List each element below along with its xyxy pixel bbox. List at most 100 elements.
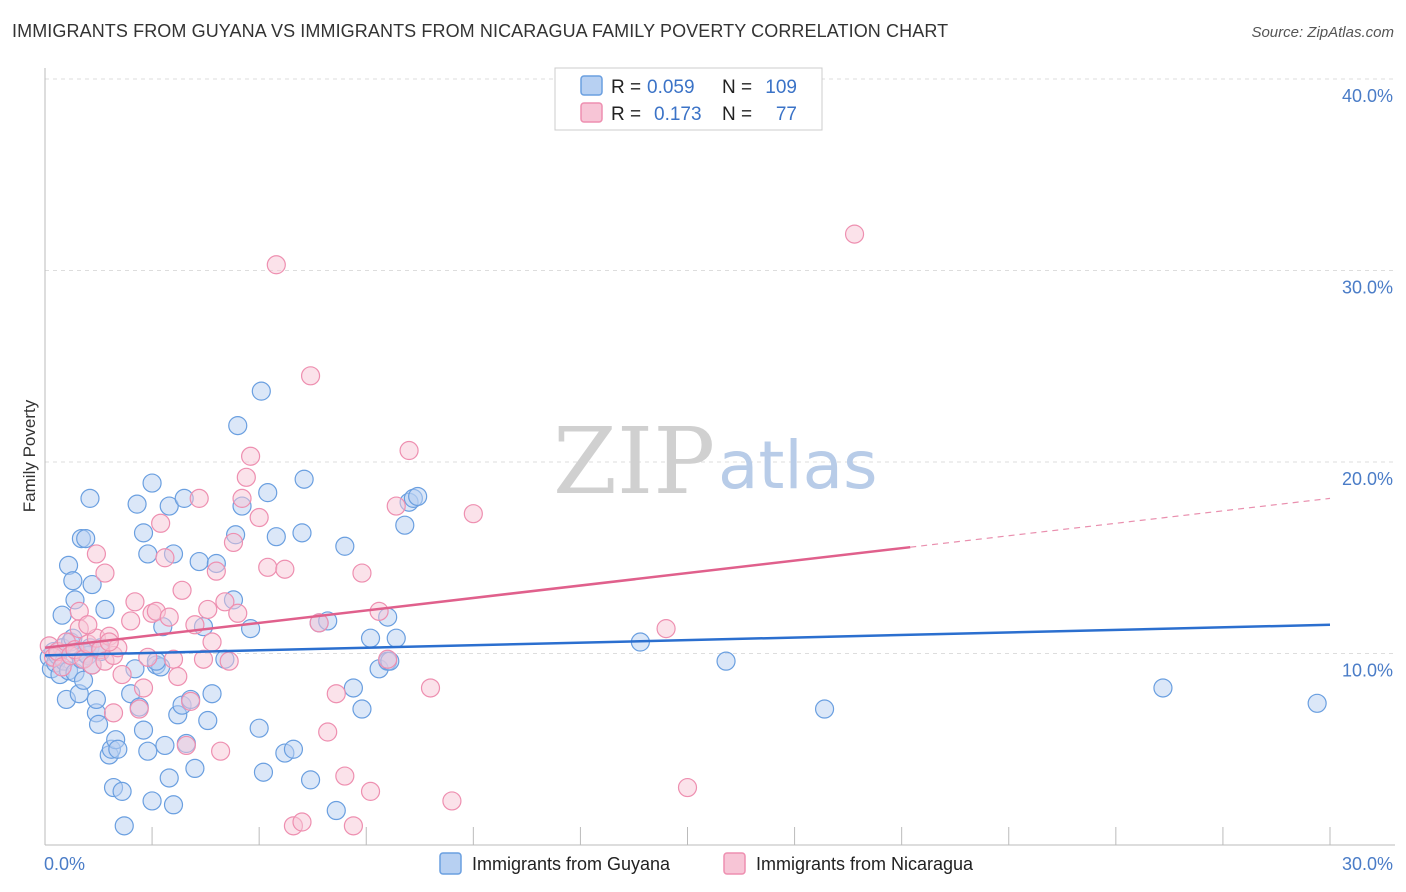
- point-nicaragua: [219, 651, 239, 671]
- point-nicaragua: [155, 548, 175, 568]
- point-guyana: [266, 527, 286, 547]
- y-tick-label: 30.0%: [1342, 278, 1393, 298]
- point-nicaragua: [121, 611, 141, 631]
- trend-line-extension-nicaragua: [910, 497, 1331, 548]
- point-guyana: [88, 714, 109, 734]
- watermark: ZIP atlas: [553, 408, 878, 515]
- point-nicaragua: [202, 632, 222, 652]
- point-nicaragua: [378, 649, 398, 669]
- point-nicaragua: [172, 580, 192, 600]
- point-nicaragua: [309, 613, 329, 633]
- y-tick-label: 40.0%: [1342, 86, 1393, 106]
- point-nicaragua: [198, 599, 218, 620]
- legend-r-value: 0.173: [654, 104, 702, 125]
- point-nicaragua: [69, 601, 89, 621]
- point-guyana: [80, 488, 100, 508]
- point-guyana: [86, 689, 107, 710]
- y-axis-label: Family Poverty: [20, 399, 39, 512]
- point-nicaragua: [360, 781, 381, 801]
- point-guyana: [1153, 678, 1173, 698]
- point-nicaragua: [677, 777, 698, 798]
- point-guyana: [155, 735, 175, 756]
- point-nicaragua: [211, 741, 231, 761]
- point-guyana: [202, 684, 222, 704]
- point-nicaragua: [133, 678, 154, 698]
- point-guyana: [73, 670, 94, 690]
- point-nicaragua: [442, 791, 462, 811]
- point-nicaragua: [129, 699, 149, 719]
- point-nicaragua: [103, 703, 124, 723]
- point-guyana: [283, 739, 304, 759]
- point-guyana: [326, 800, 346, 821]
- data-points: [39, 224, 1327, 836]
- point-guyana: [352, 699, 372, 719]
- point-guyana: [1307, 693, 1327, 713]
- series-legend-label-guyana: Immigrants from Guyana: [472, 854, 671, 874]
- point-guyana: [343, 678, 363, 698]
- series-legend-label-nicaragua: Immigrants from Nicaragua: [756, 854, 974, 874]
- point-guyana: [386, 628, 406, 648]
- point-guyana: [251, 381, 271, 401]
- point-guyana: [716, 651, 736, 671]
- point-guyana: [300, 770, 321, 790]
- point-guyana: [228, 416, 248, 436]
- y-tick-label: 10.0%: [1342, 661, 1393, 681]
- point-guyana: [249, 718, 269, 738]
- point-guyana: [112, 781, 132, 801]
- point-nicaragua: [112, 664, 132, 685]
- point-guyana: [133, 523, 154, 543]
- point-nicaragua: [463, 504, 483, 524]
- point-guyana: [63, 571, 83, 591]
- grid: [45, 78, 1395, 654]
- point-nicaragua: [300, 366, 321, 386]
- x-tick-label: 30.0%: [1342, 854, 1393, 874]
- point-guyana: [292, 523, 312, 543]
- point-guyana: [253, 762, 274, 782]
- legend-r-label: R =: [611, 104, 641, 125]
- point-guyana: [108, 739, 128, 759]
- point-nicaragua: [292, 812, 312, 832]
- point-nicaragua: [656, 619, 676, 639]
- point-guyana: [163, 795, 184, 815]
- point-nicaragua: [236, 467, 256, 487]
- point-guyana: [335, 536, 355, 556]
- chart-title: IMMIGRANTS FROM GUYANA VS IMMIGRANTS FRO…: [12, 21, 949, 41]
- point-nicaragua: [258, 557, 278, 577]
- point-guyana: [294, 469, 314, 489]
- point-guyana: [52, 605, 72, 625]
- point-nicaragua: [189, 488, 209, 508]
- point-nicaragua: [249, 507, 269, 528]
- legend-swatch-guyana: [580, 75, 603, 96]
- point-nicaragua: [193, 649, 214, 669]
- watermark-zip: ZIP: [553, 408, 715, 515]
- axes: [44, 68, 1395, 846]
- point-nicaragua: [352, 563, 372, 583]
- point-nicaragua: [159, 607, 179, 627]
- point-nicaragua: [318, 722, 338, 742]
- point-nicaragua: [241, 446, 261, 466]
- point-guyana: [189, 551, 209, 572]
- point-guyana: [138, 544, 158, 564]
- trend-line-nicaragua: [44, 545, 911, 649]
- point-nicaragua: [386, 496, 406, 516]
- legend-r-value: 0.059: [647, 77, 695, 98]
- trend-lines: [44, 497, 1331, 657]
- point-nicaragua: [181, 691, 201, 711]
- point-guyana: [95, 599, 115, 620]
- point-guyana: [127, 494, 147, 514]
- point-guyana: [159, 768, 179, 788]
- tick-labels: 10.0% 20.0% 30.0% 40.0% 0.0% 30.0%: [44, 86, 1393, 874]
- point-nicaragua: [326, 684, 346, 704]
- legend-n-value: 77: [776, 104, 797, 125]
- point-nicaragua: [95, 563, 115, 583]
- series-legend: Immigrants from Guyana Immigrants from N…: [439, 852, 974, 875]
- point-nicaragua: [78, 615, 98, 635]
- series-legend-swatch-guyana: [439, 852, 462, 875]
- y-tick-label: 20.0%: [1342, 469, 1393, 489]
- point-nicaragua: [399, 440, 419, 461]
- point-guyana: [395, 515, 415, 535]
- correlation-legend: R = 0.059 N = 109 R = 0.173 N = 77: [554, 67, 823, 131]
- legend-swatch-nicaragua: [580, 102, 603, 123]
- point-nicaragua: [151, 513, 171, 533]
